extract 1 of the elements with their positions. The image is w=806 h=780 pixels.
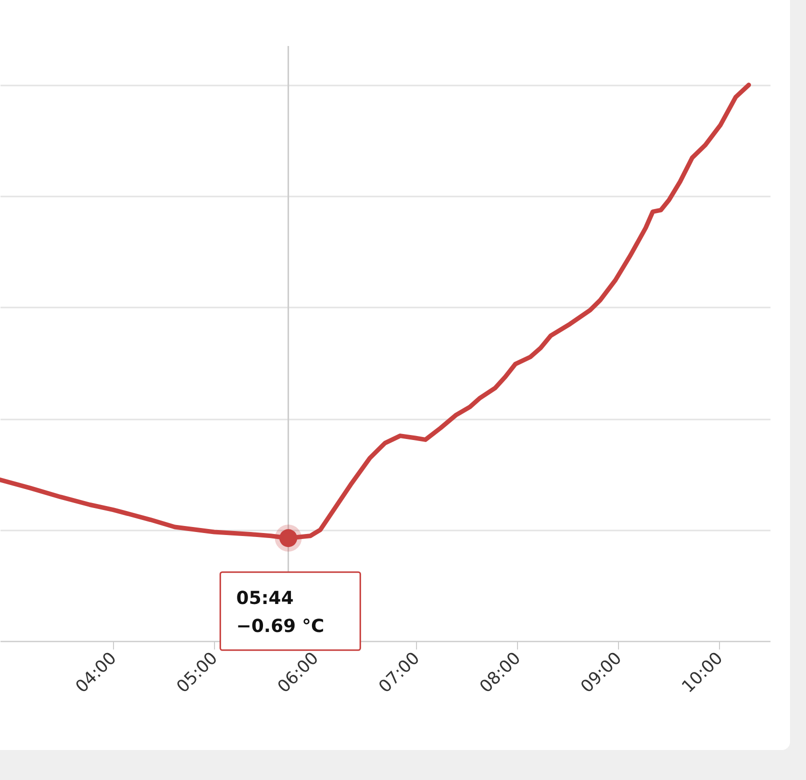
annotation: 05:44 −0.69 °C: [236, 588, 324, 638]
